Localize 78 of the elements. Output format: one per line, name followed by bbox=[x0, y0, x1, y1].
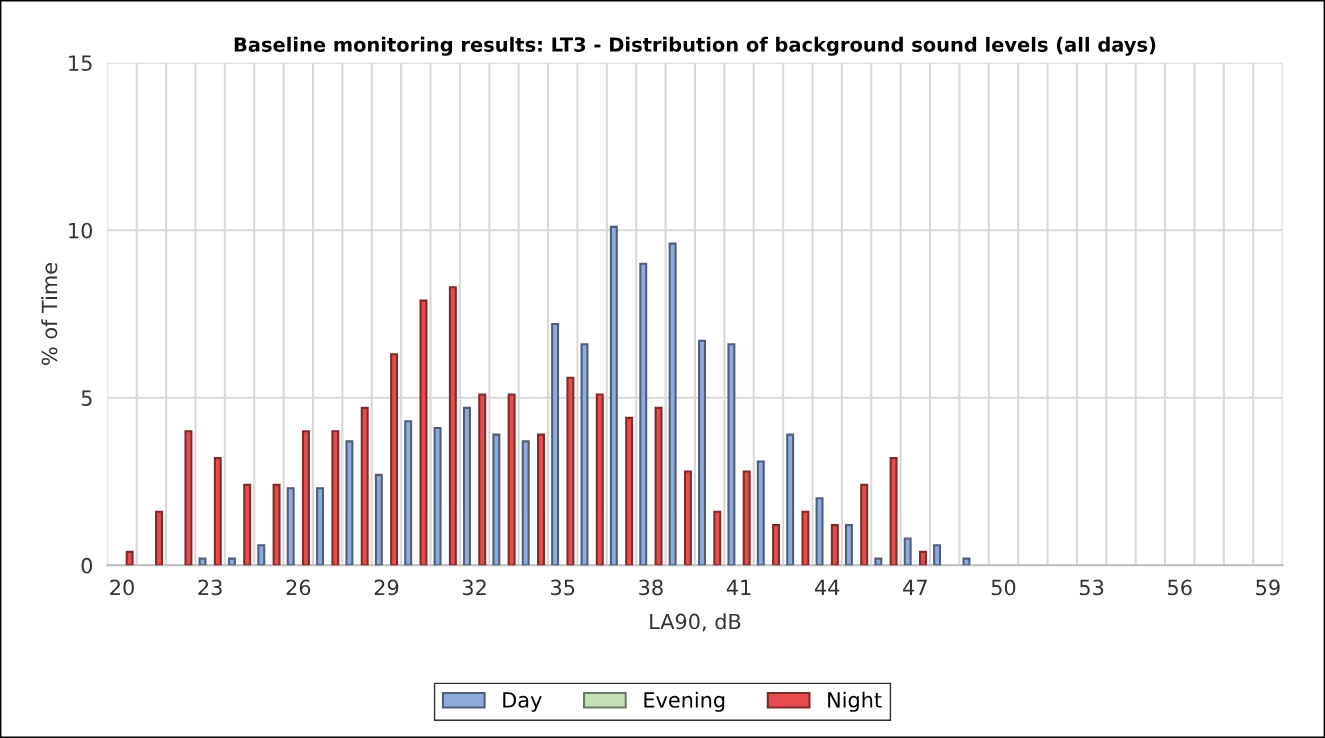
x-tick-label: 29 bbox=[374, 579, 399, 596]
y-axis-title: % of Time bbox=[41, 263, 58, 365]
bar bbox=[727, 343, 736, 566]
bar bbox=[830, 524, 839, 566]
bar bbox=[316, 487, 325, 566]
bar bbox=[184, 430, 193, 566]
bar bbox=[713, 510, 722, 566]
bar bbox=[272, 483, 281, 566]
bar bbox=[742, 470, 751, 566]
x-tick-label: 56 bbox=[1168, 579, 1192, 596]
bar bbox=[698, 339, 706, 566]
x-tick-label: 53 bbox=[1079, 579, 1104, 596]
bar bbox=[198, 557, 207, 566]
bar bbox=[609, 225, 618, 566]
bar bbox=[918, 550, 927, 566]
x-tick-label: 35 bbox=[551, 579, 575, 596]
bar bbox=[243, 483, 252, 566]
bar bbox=[345, 440, 354, 566]
bar bbox=[433, 426, 442, 566]
bar bbox=[933, 544, 942, 566]
x-tick-label: 59 bbox=[1256, 579, 1280, 596]
x-tick-label: 32 bbox=[462, 579, 486, 596]
bar bbox=[786, 433, 795, 566]
bar bbox=[301, 430, 310, 566]
bar bbox=[478, 393, 487, 566]
x-tick-label: 44 bbox=[814, 579, 840, 596]
bar bbox=[521, 440, 530, 566]
bar bbox=[213, 457, 222, 566]
x-tick-label: 23 bbox=[198, 579, 222, 596]
bar bbox=[874, 557, 883, 566]
bar bbox=[390, 353, 399, 566]
bar bbox=[844, 524, 853, 566]
legend-label: Night bbox=[828, 691, 882, 712]
bar bbox=[551, 323, 560, 566]
bar bbox=[654, 406, 663, 566]
bar bbox=[756, 460, 765, 566]
bar bbox=[639, 262, 648, 566]
bar bbox=[625, 416, 634, 566]
bar bbox=[374, 473, 383, 566]
x-tick-label: 50 bbox=[991, 579, 1016, 596]
bar bbox=[801, 510, 810, 566]
chart-title: Baseline monitoring results: LT3 - Distribution of background sound levels (all days) bbox=[234, 36, 1156, 56]
bar bbox=[595, 393, 604, 566]
bar bbox=[860, 483, 869, 566]
bar bbox=[331, 430, 340, 566]
bar bbox=[492, 433, 501, 566]
bar bbox=[360, 406, 369, 566]
bar bbox=[155, 510, 164, 566]
bar bbox=[668, 242, 677, 566]
x-tick-label: 26 bbox=[286, 579, 311, 596]
bar bbox=[125, 550, 134, 566]
bar bbox=[419, 299, 428, 566]
y-tick-label: 0 bbox=[81, 557, 93, 574]
legend-label: Evening bbox=[644, 691, 725, 712]
y-tick-label: 5 bbox=[81, 390, 92, 406]
bar bbox=[257, 544, 266, 566]
bar bbox=[404, 420, 413, 566]
bar bbox=[462, 406, 471, 566]
bar bbox=[772, 524, 781, 566]
bar bbox=[566, 376, 575, 566]
bar bbox=[227, 557, 236, 566]
y-tick-label: 15 bbox=[69, 55, 92, 71]
x-tick-label: 38 bbox=[639, 579, 663, 596]
x-tick-label: 41 bbox=[726, 579, 751, 596]
x-tick-label: 20 bbox=[110, 579, 134, 596]
bar bbox=[903, 537, 912, 566]
x-axis-title: LA90, dB bbox=[650, 613, 741, 632]
bar bbox=[507, 393, 516, 566]
bar bbox=[286, 487, 295, 566]
bar bbox=[448, 286, 457, 566]
bar bbox=[815, 497, 824, 566]
y-tick-label: 10 bbox=[69, 222, 93, 239]
legend-label: Day bbox=[503, 692, 542, 712]
bar bbox=[683, 470, 692, 566]
bar bbox=[962, 557, 971, 566]
bar bbox=[537, 433, 545, 566]
bar bbox=[889, 457, 898, 566]
x-tick-label: 47 bbox=[903, 579, 927, 596]
